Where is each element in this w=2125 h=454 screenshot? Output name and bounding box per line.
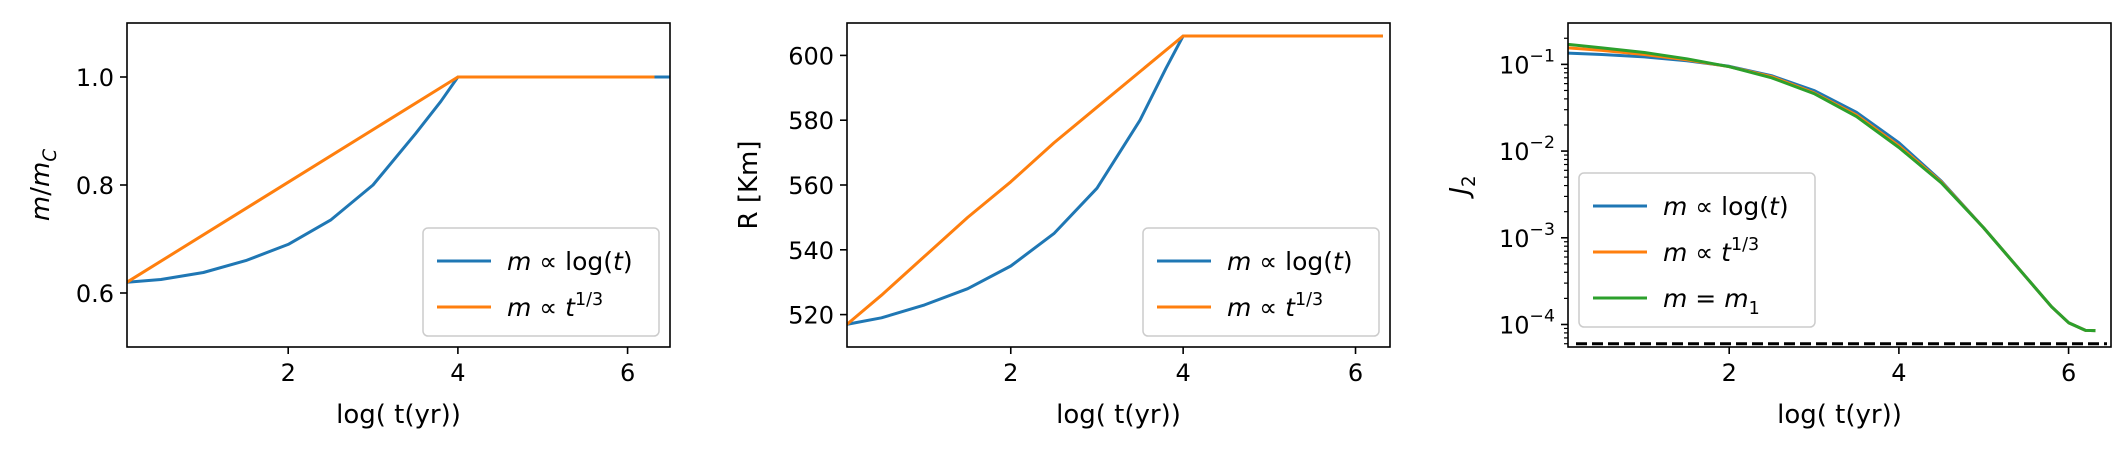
legend-entry-label: m ∝ log(t) [507,247,633,276]
series-line-2 [127,75,655,284]
legend-entry-label: m ∝ log(t) [1227,247,1353,276]
x-tick-label: 2 [1722,359,1737,387]
plot-area [1568,42,2107,346]
y-tick-label: 10−2 [1499,133,1555,166]
x-tick-label: 2 [1003,359,1018,387]
y-tick-label: 580 [788,107,834,135]
x-tick-label: 4 [1176,359,1191,387]
legend-box [1578,172,1816,328]
legend: m ∝ log(t) m ∝ t1/3 [1142,227,1380,337]
x-tick-label: 6 [2061,359,2076,387]
y-tick-label: 10−4 [1499,306,1555,339]
y-tick-label: 10−1 [1499,46,1555,79]
legend: m ∝ log(t) m ∝ t1/3 [422,227,660,337]
legend-box [422,227,660,337]
x-tick-label: 6 [1348,359,1363,387]
y-tick-label: 0.8 [76,172,114,200]
x-axis-label: log( t(yr)) [336,400,461,430]
x-tick-label: 4 [1891,359,1906,387]
series-line-3 [1568,42,2096,333]
y-axis-label: J2 [1445,175,1480,199]
y-axis-label: m/mC [26,149,61,221]
legend-box [1142,227,1380,337]
x-axis-label: log( t(yr)) [1777,400,1902,430]
x-tick-label: 4 [450,359,465,387]
y-tick-label: 520 [788,302,834,330]
y-tick-label: 600 [788,42,834,70]
legend: m ∝ log(t) m ∝ t1/3 m = m1 [1578,172,1816,328]
y-axis-label: R [Km] [734,141,764,230]
plot-area [127,75,670,284]
legend-entry-label: m = m1 [1663,284,1760,319]
x-tick-label: 6 [620,359,635,387]
legend-entry-label: m ∝ t1/3 [1227,290,1323,322]
y-tick-label: 0.6 [76,280,114,308]
y-tick-label: 1.0 [76,64,114,92]
chart-panel-2: 2 4 6 520 540 560 580 600 log( t(yr)) R [Km] m ∝ l… [734,22,1391,430]
x-tick-label: 2 [281,359,296,387]
y-tick-label: 540 [788,237,834,265]
legend-entry-label: m ∝ log(t) [1663,192,1789,221]
plot-area [847,34,1383,327]
y-tick-label: 560 [788,172,834,200]
series-line-2 [847,34,1383,327]
x-axis-label: log( t(yr)) [1056,400,1181,430]
legend-entry-label: m ∝ t1/3 [1663,235,1759,267]
chart-panel-3: 2 4 6 10−4 10−3 10−2 10−1 log( t(yr)) J2 m ∝ log(… [1445,22,2112,430]
legend-entry-label: m ∝ t1/3 [507,290,603,322]
y-tick-label: 10−3 [1499,220,1555,253]
